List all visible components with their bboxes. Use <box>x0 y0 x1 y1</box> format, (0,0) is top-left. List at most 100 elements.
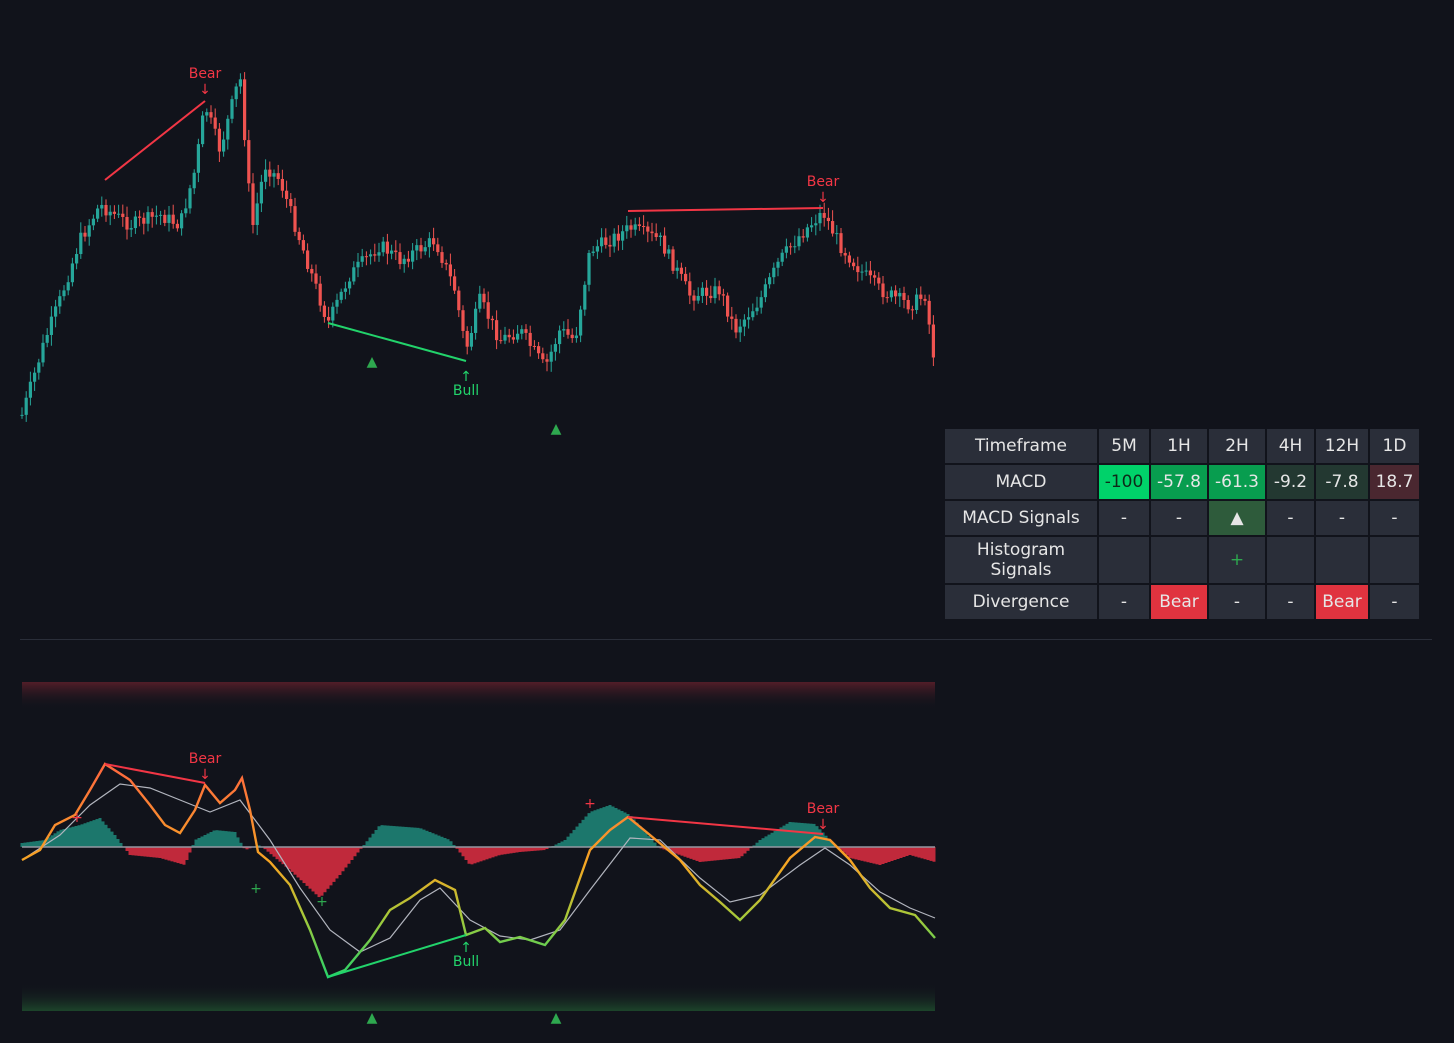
candle-body <box>675 267 679 271</box>
candle-body <box>255 203 259 225</box>
histogram-bar <box>917 847 921 858</box>
candle-body <box>37 362 41 373</box>
candle-body <box>772 267 776 278</box>
table-cell: 18.7 <box>1368 463 1421 501</box>
histogram-bar <box>710 847 714 861</box>
histogram-bar <box>629 816 633 847</box>
histogram-bar <box>725 847 729 860</box>
candle-body <box>864 270 868 272</box>
histogram-bar <box>83 823 87 847</box>
bear-label: Bear <box>189 66 222 82</box>
candle-body <box>919 294 923 299</box>
histogram-bar <box>77 825 81 847</box>
candle-body <box>184 208 188 214</box>
candle-body <box>642 226 646 228</box>
histogram-bar <box>473 847 477 864</box>
candle-body <box>541 353 545 360</box>
candle-body <box>289 199 293 207</box>
histogram-bar <box>158 847 162 858</box>
histogram-bar <box>470 847 474 865</box>
bear-arrow: ↓ <box>199 82 211 98</box>
table-header-cell: 2H <box>1207 427 1267 465</box>
histogram-bar <box>776 829 780 847</box>
candle-body <box>138 216 142 218</box>
candle-body <box>906 299 910 310</box>
histogram-bar <box>932 847 936 862</box>
table-row-histogram-signals: Histogram Signals + <box>943 535 1421 585</box>
candle-body <box>247 140 251 184</box>
histogram-bar <box>887 847 891 862</box>
histogram-bar <box>206 833 210 847</box>
histogram-bar <box>857 847 861 861</box>
candle-body <box>406 258 410 262</box>
histogram-bar <box>347 847 351 864</box>
candle-body <box>205 112 209 116</box>
bear-divergence-line <box>104 100 206 181</box>
histogram-bar <box>143 847 147 857</box>
macd-oscillator-pane[interactable]: Bear ↓ Bear ↓ ↑ Bull + + + + ▲ ▲ <box>0 640 940 1043</box>
candle-body <box>440 252 444 263</box>
histogram-bar <box>182 847 186 865</box>
histogram-bar <box>482 847 486 861</box>
candle-body <box>625 225 629 232</box>
candle-body <box>327 316 331 321</box>
candle-body <box>528 332 532 346</box>
histogram-bar <box>716 847 720 861</box>
table-cell: -9.2 <box>1265 463 1316 501</box>
candle-body <box>24 397 28 415</box>
histogram-bar <box>575 826 579 847</box>
histogram-bar <box>257 845 261 847</box>
histogram-bar <box>914 847 918 857</box>
histogram-bar <box>302 847 306 884</box>
candle-body <box>516 333 520 340</box>
candle-body <box>499 340 503 342</box>
histogram-bar <box>707 847 711 862</box>
histogram-bar <box>737 847 741 859</box>
histogram-bar <box>791 822 795 847</box>
histogram-bar <box>479 847 483 862</box>
candle-body <box>931 324 935 358</box>
histogram-bar <box>677 847 681 855</box>
candle-body <box>226 118 230 140</box>
candle-body <box>411 250 415 262</box>
table-header-row: Timeframe 5M 1H 2H 4H 12H 1D <box>943 427 1421 465</box>
histogram-bar <box>230 831 234 847</box>
histogram-bar <box>893 847 897 860</box>
price-chart[interactable]: Bear ↓ Bear ↓ ↑ Bull ▲ ▲ <box>0 0 940 640</box>
table-header-cell: 12H <box>1314 427 1370 465</box>
histogram-bar <box>797 822 801 847</box>
candle-body <box>902 292 906 300</box>
histogram-bar <box>278 847 282 862</box>
histogram-bar <box>305 847 309 886</box>
bull-label: Bull <box>453 383 479 399</box>
histogram-bar <box>671 847 675 853</box>
histogram-bar <box>263 847 267 850</box>
bear-label: Bear <box>807 174 840 190</box>
candle-body <box>339 291 343 300</box>
candle-body <box>595 246 599 252</box>
histogram-bar <box>506 847 510 854</box>
histogram-bar <box>650 839 654 847</box>
candle-body <box>432 238 436 245</box>
histogram-bar <box>245 847 249 850</box>
histogram-bar <box>395 826 399 847</box>
candle-body <box>385 241 389 254</box>
histogram-bar <box>362 845 366 847</box>
candle-body <box>587 252 591 285</box>
histogram-bar <box>866 847 870 863</box>
histogram-bar <box>167 847 171 861</box>
histogram-bar <box>731 847 735 859</box>
histogram-bar <box>431 833 435 847</box>
histogram-bar <box>116 839 120 847</box>
histogram-bar <box>368 837 372 847</box>
histogram-bar <box>596 809 600 847</box>
histogram-bar <box>119 843 123 847</box>
candle-body <box>146 212 150 224</box>
histogram-bar <box>404 826 408 847</box>
histogram-bar <box>773 831 777 847</box>
table-cell: -57.8 <box>1149 463 1209 501</box>
histogram-bar <box>851 847 855 859</box>
candle-body <box>637 224 641 227</box>
histogram-bar <box>323 847 327 893</box>
candle-body <box>574 335 578 339</box>
